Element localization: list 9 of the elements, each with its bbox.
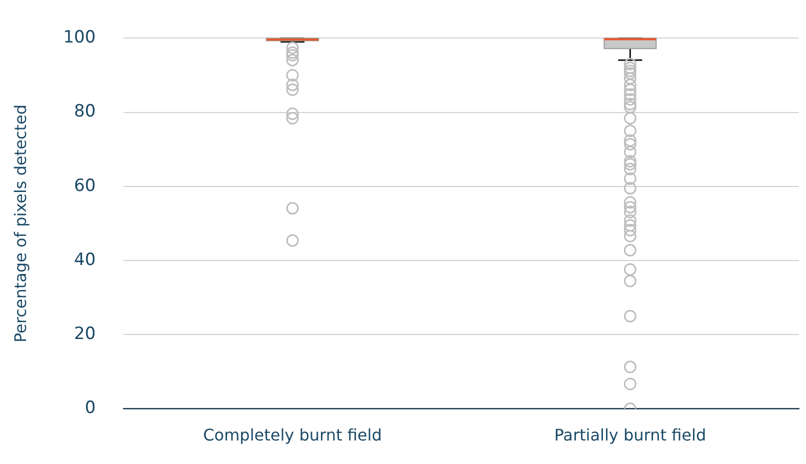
y-axis-title: Percentage of pixels detected: [10, 104, 30, 343]
y-tick-label: 20: [74, 324, 96, 344]
y-tick-label: 40: [74, 250, 96, 270]
x-tick-label: Partially burnt field: [554, 426, 706, 445]
y-tick-label: 0: [84, 398, 96, 418]
y-tick-label: 80: [74, 102, 96, 122]
y-tick-label: 100: [63, 28, 96, 48]
y-tick-label: 60: [74, 176, 96, 196]
x-tick-label: Completely burnt field: [203, 426, 382, 445]
